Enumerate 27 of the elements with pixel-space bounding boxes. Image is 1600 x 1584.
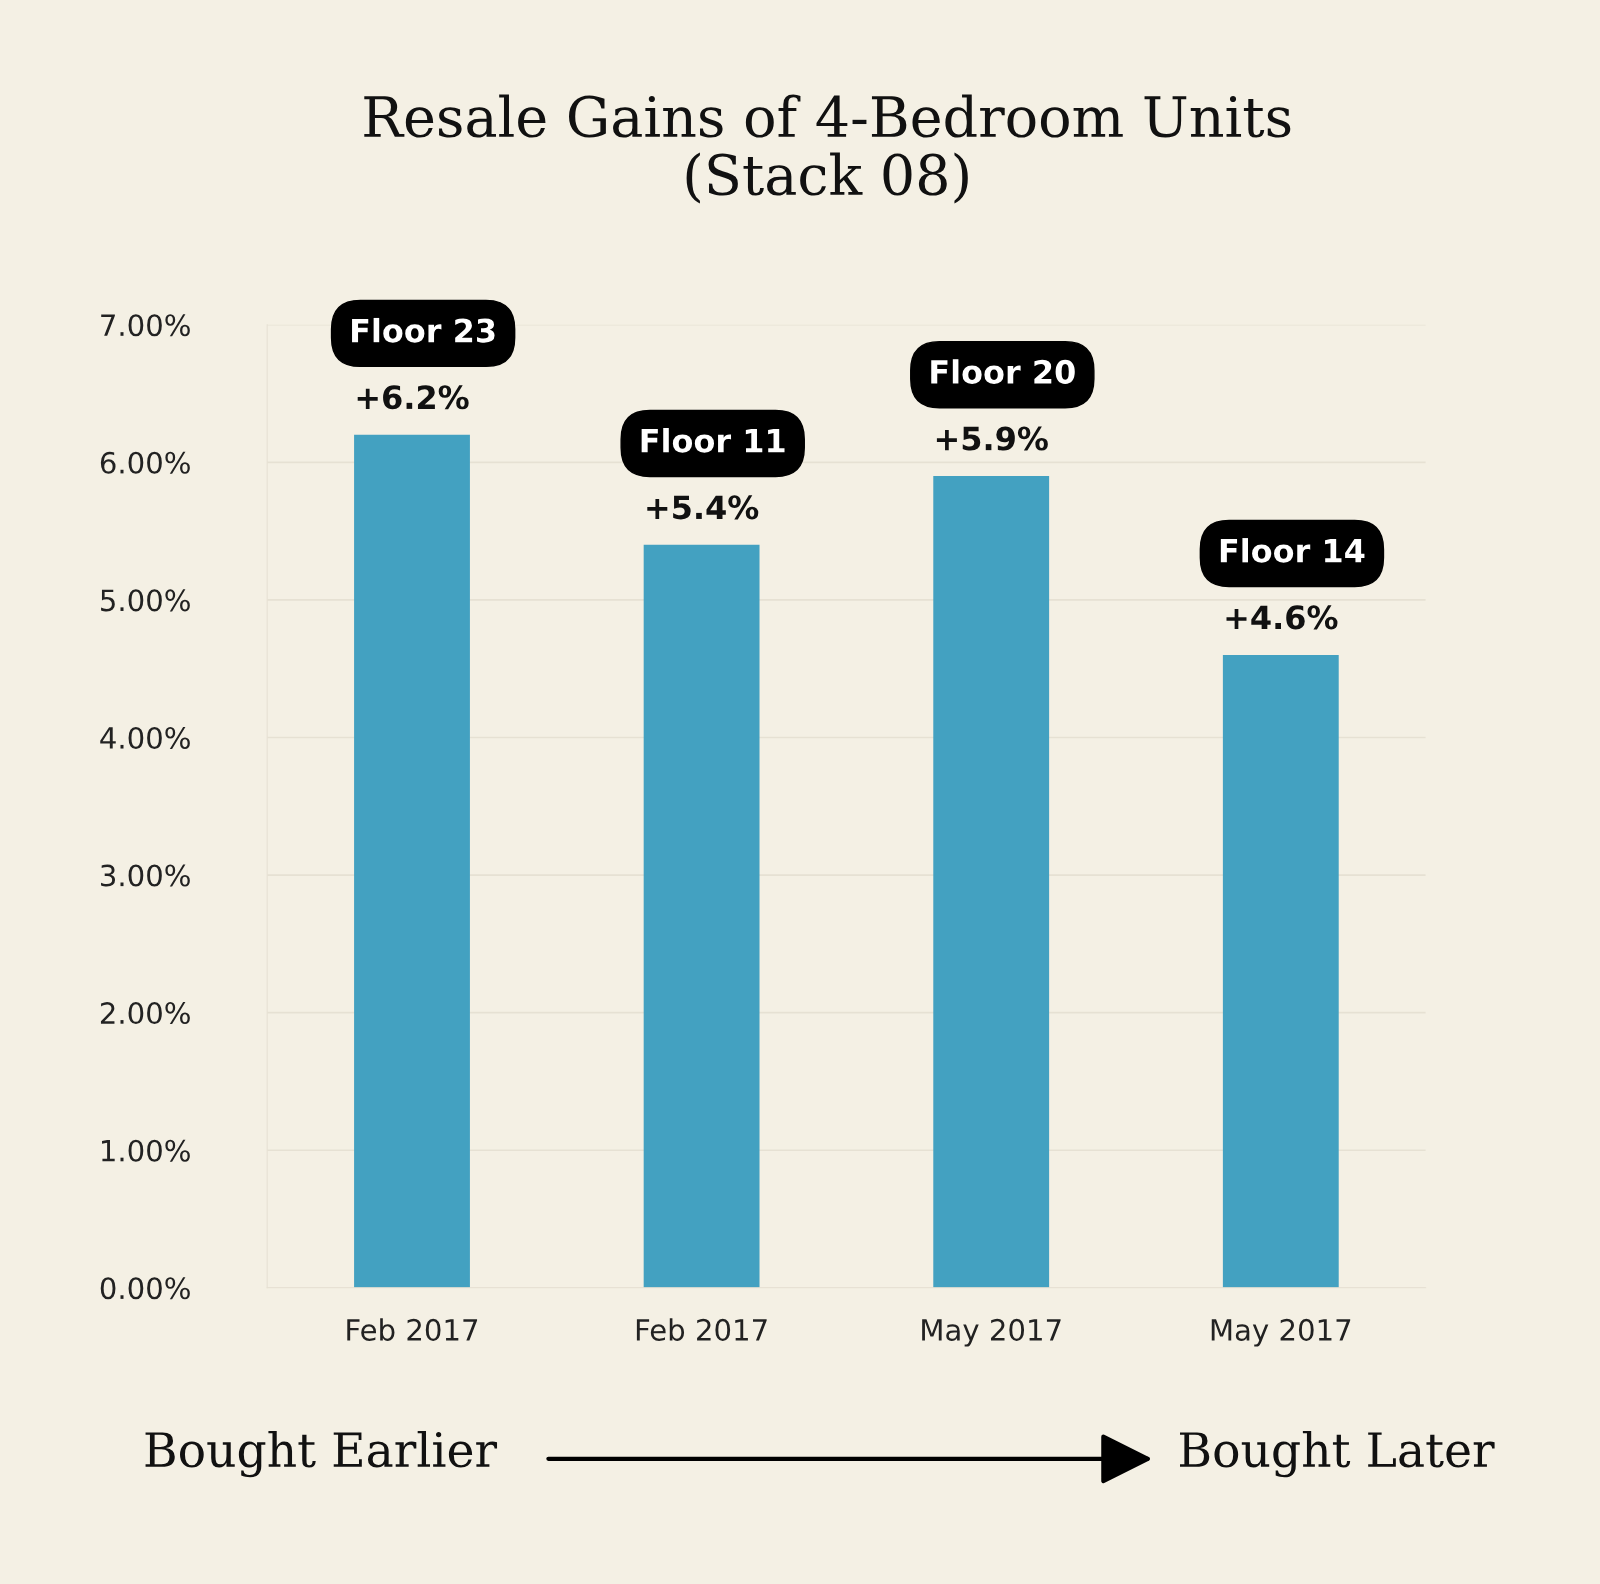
x-tick-label: Feb 2017 [636,1318,767,1341]
bar [354,434,470,1288]
annotation: Floor 14 [1220,538,1365,563]
data-label: +4.6% [1226,605,1338,630]
y-tick-label: 2.00% [100,1002,190,1025]
y-tick-label: 1.00% [102,1139,190,1162]
y-tick-label: 5.00% [101,589,190,612]
x-tick-label: May 2017 [1211,1318,1351,1347]
annotation: Floor 11 [641,428,785,453]
y-tick-label: 6.00% [100,451,190,474]
y-tick-label: 0.00% [100,1277,190,1300]
bar [1222,654,1339,1288]
annotation: Floor 23 [352,317,495,343]
data-label: +5.9% [936,426,1048,451]
x-tick-label: Feb 2017 [347,1318,478,1341]
data-label: +6.2% [357,385,469,410]
bar [643,544,760,1288]
data-label: +5.4% [647,495,759,520]
chart-title: Resale Gains of 4-Bedroom Units (Stack 08) [364,94,1291,204]
annotation: Floor 20 [931,359,1075,384]
x-tick-label: May 2017 [922,1318,1061,1347]
text: Bought Earlier [145,1430,498,1478]
y-tick-label: 3.00% [101,864,190,887]
y-tick-label: 4.00% [100,726,190,749]
bar [933,476,1050,1288]
text: Bought Later [1180,1430,1495,1478]
y-tick-label: 7.00% [101,314,190,337]
